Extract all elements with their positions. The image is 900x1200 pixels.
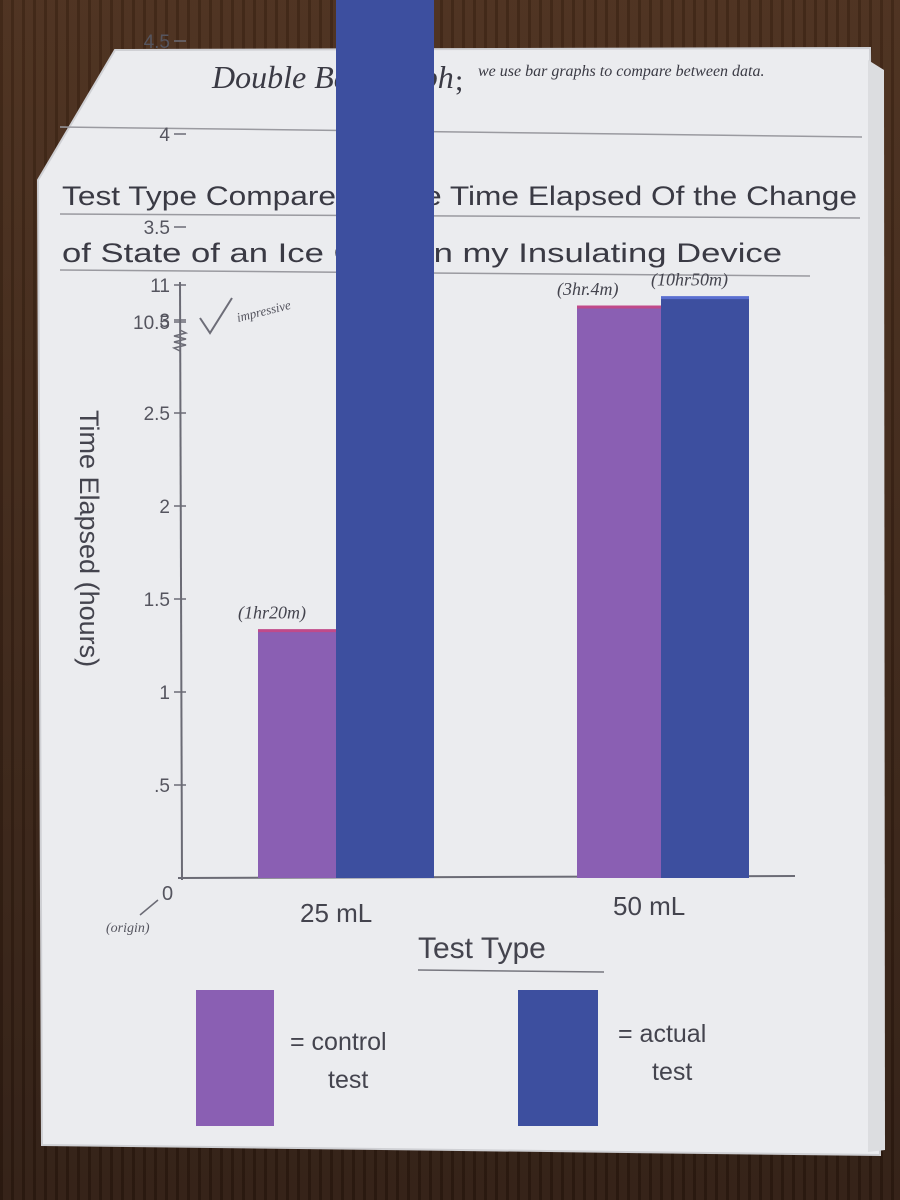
- y-tick-label: 1.5: [144, 590, 170, 611]
- legend-control-line2: test: [328, 1066, 368, 1094]
- y-tick-label: 2.5: [144, 404, 170, 425]
- bar-value-label: (1hr20m): [238, 603, 306, 624]
- x-axis-label: Test Type: [418, 932, 546, 965]
- y-tick-label: 4: [159, 125, 170, 146]
- title-underline-1: [59, 213, 861, 219]
- origin-arrow: [139, 899, 159, 916]
- y-tick-label: .5: [154, 776, 170, 797]
- header-rule: [59, 126, 863, 138]
- legend-swatch-actual: [518, 990, 598, 1126]
- title-underline-2: [59, 269, 811, 277]
- paper-sheet-edge: [868, 60, 885, 1152]
- x-tick-25ml: 25 mL: [300, 898, 372, 928]
- x-tick-50ml: 50 mL: [613, 891, 685, 921]
- bar-actual-50ml: [661, 297, 749, 879]
- legend-actual-line2: test: [652, 1058, 692, 1086]
- y-tick-label: 11: [150, 276, 170, 297]
- bar-value-label: (3hr.4m): [557, 279, 619, 300]
- origin-label: 0: [162, 883, 173, 905]
- page-note: we use bar graphs to compare between dat…: [478, 63, 764, 80]
- legend-actual-line1: = actual: [618, 1020, 706, 1048]
- y-tick-label: 1: [159, 683, 170, 704]
- axis-break: [171, 329, 189, 352]
- legend-control-line1: = control: [290, 1028, 387, 1056]
- y-axis: [179, 281, 183, 881]
- y-tick-label: 2: [159, 497, 170, 518]
- legend-swatch-control: [196, 990, 274, 1126]
- bar-control-25ml: [258, 630, 336, 878]
- header-semicolon: ;: [455, 64, 463, 97]
- checkmark-icon: [199, 297, 233, 335]
- chart-title-line1: Test Type Compared to the Time Elapsed O…: [62, 181, 857, 211]
- bar-actual-25ml: [336, 0, 434, 878]
- bar-value-label: (10hr50m): [651, 270, 728, 291]
- y-tick-label: 3: [159, 311, 170, 332]
- y-tick-label: 10.5: [133, 313, 170, 334]
- y-axis-label: Time Elapsed (hours): [74, 410, 104, 667]
- y-tick-label: 3.5: [144, 218, 170, 239]
- x-axis-label-underline: [417, 969, 605, 973]
- bar-control-50ml: [577, 306, 661, 879]
- origin-note: (origin): [106, 921, 150, 936]
- y-tick-label: 4.5: [144, 32, 170, 53]
